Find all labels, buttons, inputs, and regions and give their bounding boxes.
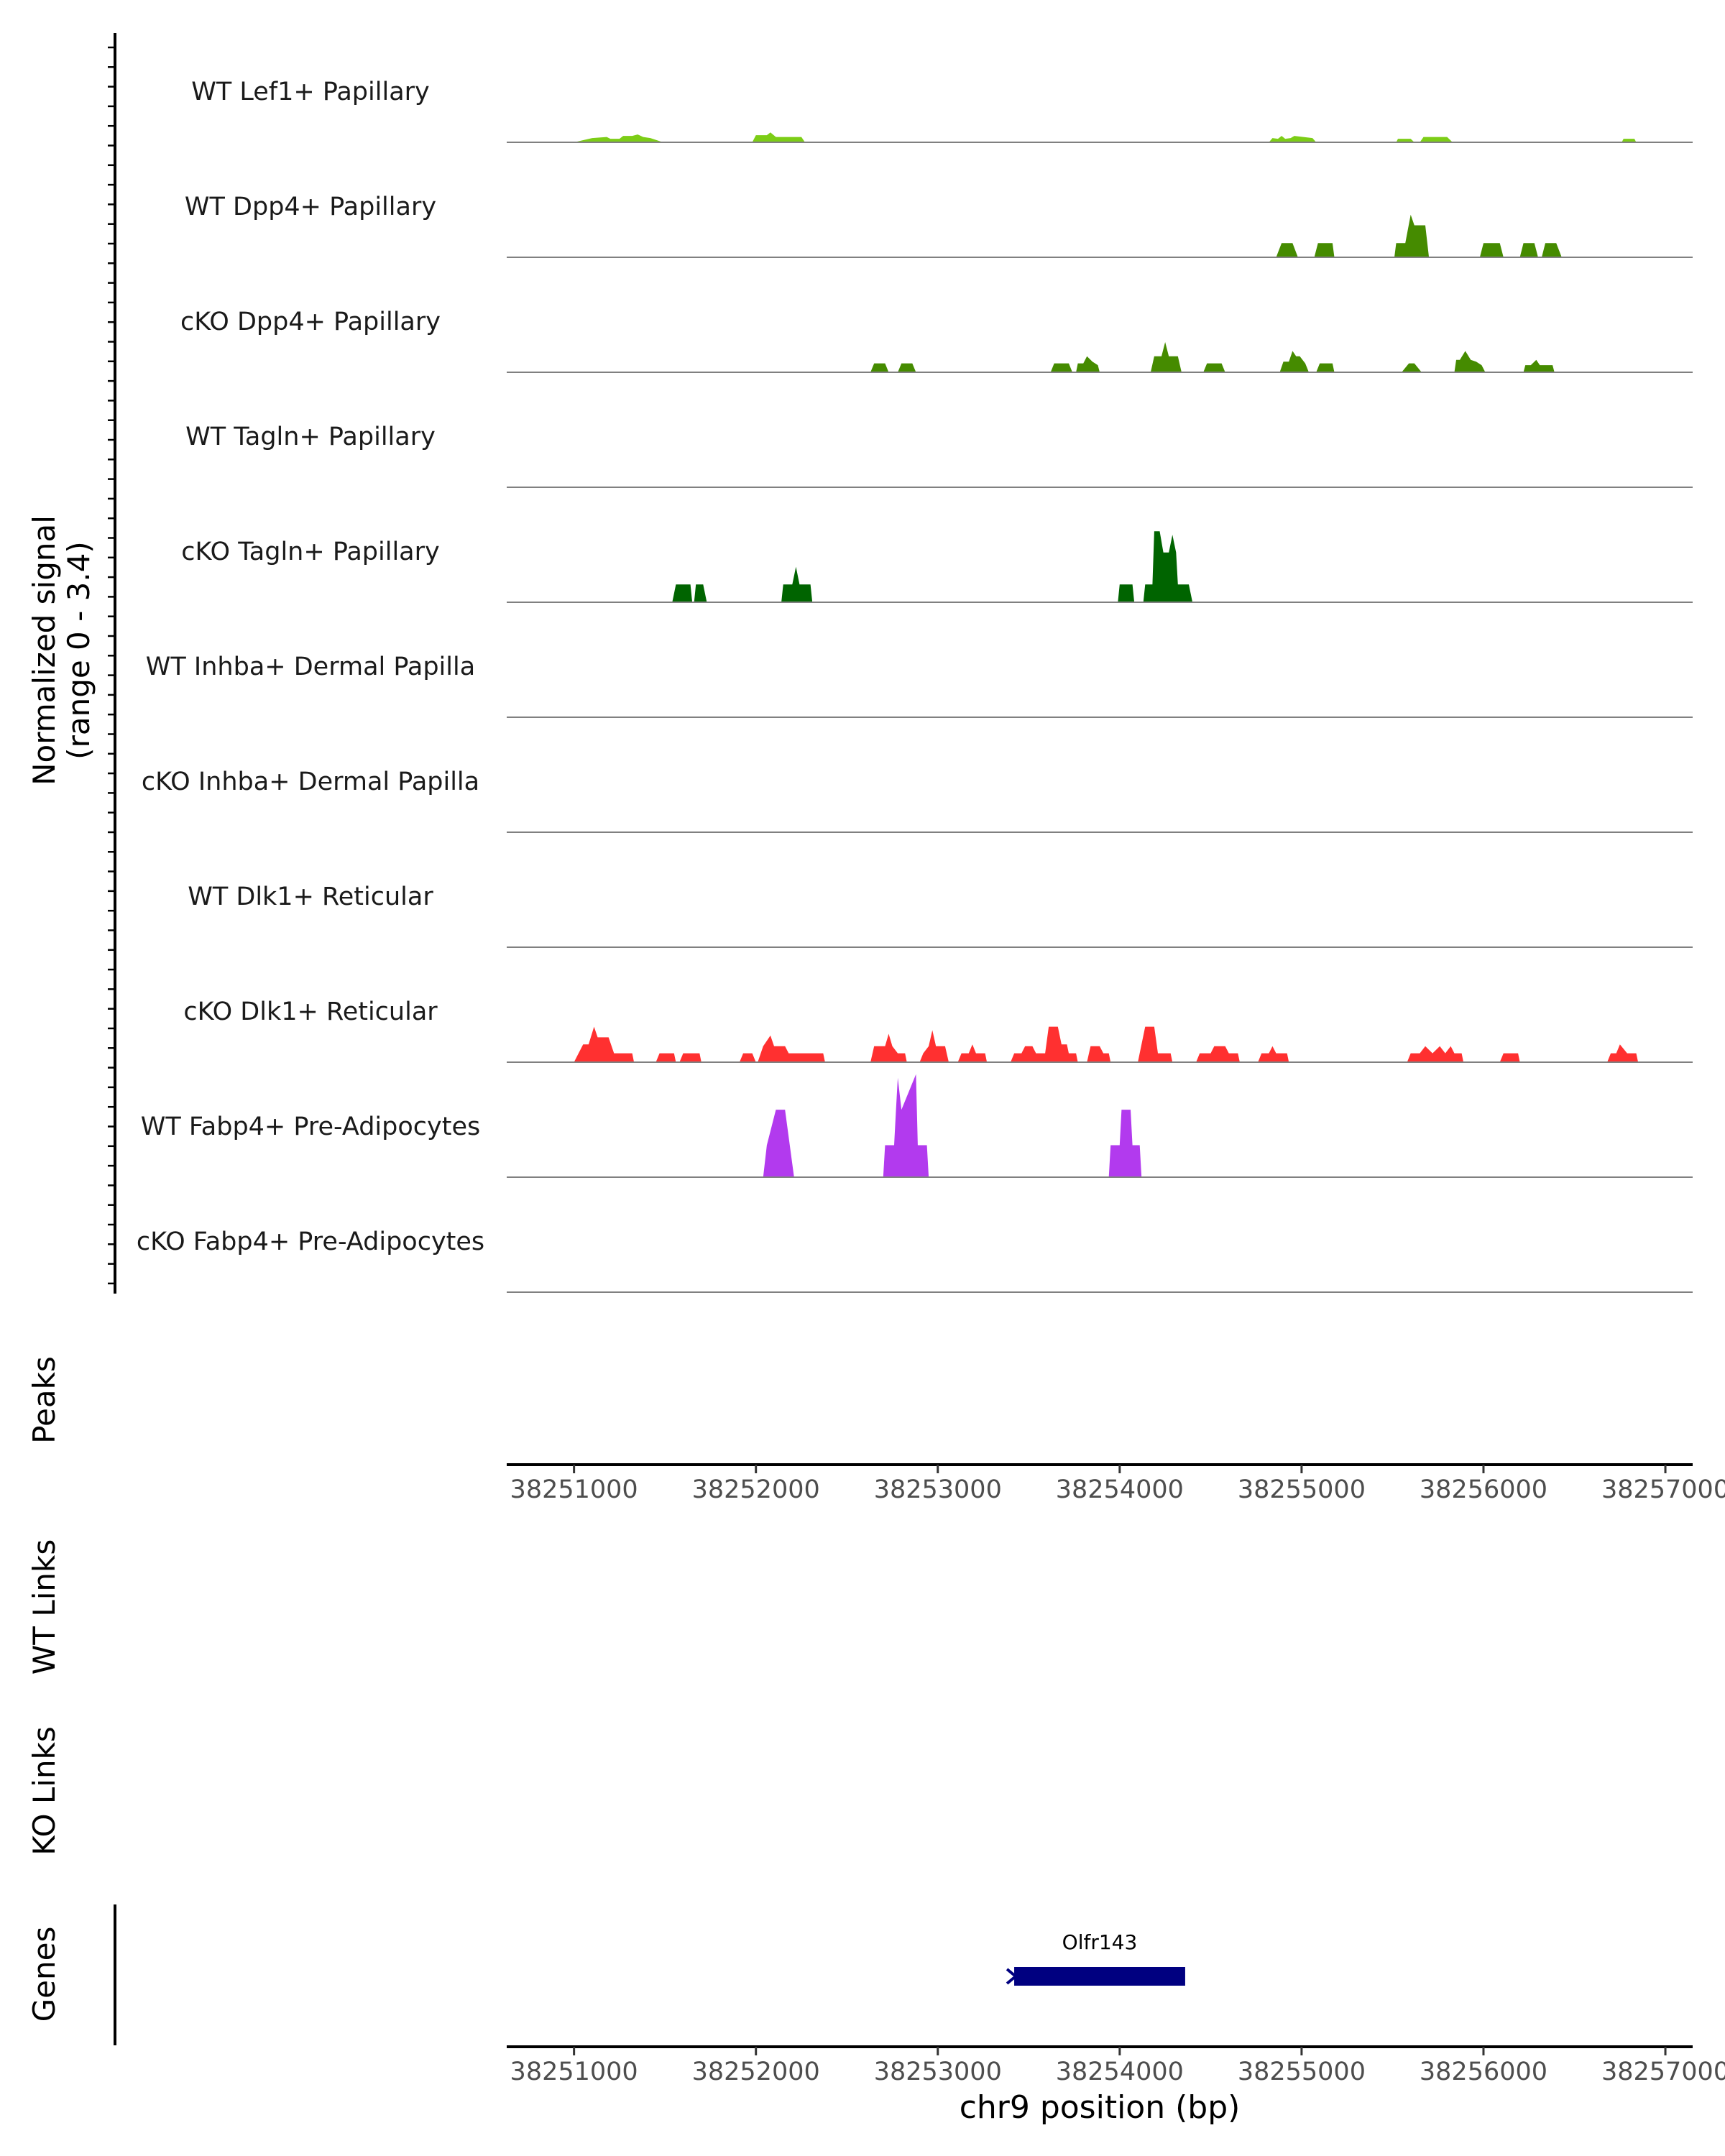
track-area-4 [672,531,1193,602]
track-area-8 [574,1026,1639,1062]
track-3: WT Tagln+ Papillary [185,423,1693,488]
track-0: WT Lef1+ Papillary [191,78,1693,143]
peaks-x-tick-label-3: 38254000 [1056,1475,1184,1504]
peaks-x-tick-label-6: 38257000 [1601,1475,1725,1504]
track-label-8: cKO Dlk1+ Reticular [183,998,438,1026]
track-label-2: cKO Dpp4+ Papillary [180,308,441,336]
track-4: cKO Tagln+ Papillary [181,531,1693,603]
peaks-x-axis: 38251000 38252000 38253000 38254000 38255000… [510,1465,1725,1504]
signal-ylabel-range: (range 0 - 3.4) [61,541,96,760]
genes-x-tick-label-6: 38257000 [1601,2058,1725,2086]
track-area-1 [1276,214,1562,257]
track-10: cKO Fabp4+ Pre-Adipocytes [137,1227,1693,1293]
genes-area: Olfr143 [1006,1930,1185,1986]
track-7: WT Dlk1+ Reticular [188,883,1693,948]
track-1: WT Dpp4+ Papillary [185,193,1693,258]
signal-ylabel: Normalized signal [27,515,62,786]
wt-links-label: WT Links [27,1539,62,1674]
track-label-9: WT Fabp4+ Pre-Adipocytes [141,1112,480,1141]
genes-x-axis: 38251000 38252000 38253000 38254000 38255000… [510,2047,1725,2086]
peaks-x-tick-label-2: 38253000 [874,1475,1002,1504]
genes-x-tick-label-1: 38252000 [692,2058,820,2086]
track-area-2 [870,342,1555,372]
x-axis-title: chr9 position (bp) [960,2089,1241,2126]
genes-x-tick-label-2: 38253000 [874,2058,1002,2086]
genes-x-tick-label-0: 38251000 [510,2058,638,2086]
track-label-4: cKO Tagln+ Papillary [181,538,440,566]
track-8: cKO Dlk1+ Reticular [183,998,1693,1063]
genes-label: Genes [27,1927,62,2022]
genes-x-tick-label-5: 38256000 [1420,2058,1547,2086]
track-2: cKO Dpp4+ Papillary [180,308,1693,373]
gene-label-0: Olfr143 [1062,1930,1138,1954]
track-label-10: cKO Fabp4+ Pre-Adipocytes [137,1227,484,1256]
track-area-9 [763,1074,1142,1177]
genes-x-tick-label-3: 38254000 [1056,2058,1184,2086]
track-5: WT Inhba+ Dermal Papilla [146,653,1693,718]
gene-strand-arrow-0 [1006,1968,1018,1985]
signal-y-axis [108,33,116,1294]
track-label-7: WT Dlk1+ Reticular [188,883,433,911]
peaks-x-tick-label-0: 38251000 [510,1475,638,1504]
ko-links-label: KO Links [27,1726,62,1856]
gene-body-0 [1014,1967,1185,1986]
peaks-x-tick-label-4: 38255000 [1238,1475,1366,1504]
track-area-0 [574,132,1637,142]
track-6: cKO Inhba+ Dermal Papilla [142,768,1693,833]
peaks-x-tick-label-5: 38256000 [1420,1475,1547,1504]
peaks-x-tick-label-1: 38252000 [692,1475,820,1504]
track-label-0: WT Lef1+ Papillary [191,78,430,106]
track-label-1: WT Dpp4+ Papillary [185,193,436,221]
gene-0: Olfr143 [1006,1930,1185,1986]
signal-area: WT Lef1+ Papillary WT Dpp4+ Papillary cKO … [137,78,1693,1293]
track-9: WT Fabp4+ Pre-Adipocytes [141,1074,1693,1178]
genes-x-tick-label-4: 38255000 [1238,2058,1366,2086]
track-label-5: WT Inhba+ Dermal Papilla [146,653,475,681]
peaks-label: Peaks [27,1356,62,1444]
track-label-6: cKO Inhba+ Dermal Papilla [142,768,479,796]
track-label-3: WT Tagln+ Papillary [185,423,436,451]
